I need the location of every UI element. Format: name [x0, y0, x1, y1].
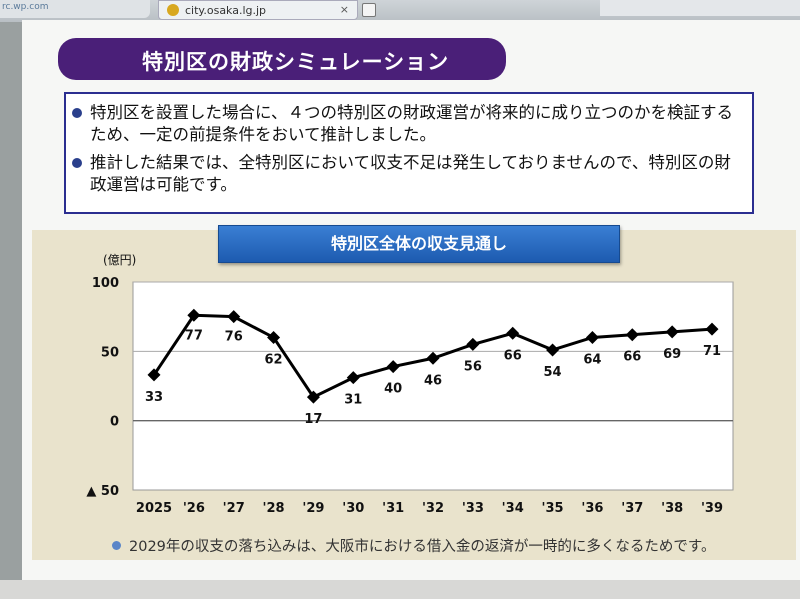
data-point	[466, 337, 480, 351]
x-tick-label: '35	[542, 501, 564, 516]
y-tick-label: 100	[92, 276, 119, 291]
browser-tab-active[interactable]: city.osaka.lg.jp ×	[158, 0, 358, 20]
data-label: 56	[464, 359, 482, 374]
footnote-text: 2029年の収支の落ち込みは、大阪市における借入金の返済が一時的に多くなるためで…	[129, 539, 716, 555]
site-favicon-icon	[167, 4, 179, 16]
data-point	[306, 390, 320, 404]
x-tick-label: '38	[661, 501, 683, 516]
x-tick-label: 2025	[136, 501, 172, 516]
browser-tab-left[interactable]: rc.wp.com	[0, 0, 150, 18]
bullet-dot-icon	[72, 108, 82, 118]
data-label: 31	[344, 393, 362, 408]
bullet-2-text: 推計した結果では、全特別区において収支不足は発生しておりませんので、特別区の財政…	[90, 153, 731, 194]
data-point	[267, 330, 281, 344]
monitor-bezel	[0, 580, 800, 599]
data-point	[187, 308, 201, 322]
data-point	[147, 368, 161, 382]
y-tick-label: 50	[101, 345, 119, 360]
data-label: 76	[225, 330, 243, 345]
bullet-2: 推計した結果では、全特別区において収支不足は発生しておりませんので、特別区の財政…	[72, 152, 740, 196]
bullet-box: 特別区を設置した場合に、４つの特別区の財政運営が将来的に成り立つのかを検証するた…	[64, 92, 754, 214]
y-tick-label: ▲ 50	[86, 484, 119, 499]
chart-title: 特別区全体の収支見通し	[330, 234, 507, 253]
browser-tab-right[interactable]	[600, 0, 800, 16]
x-tick-label: '33	[462, 501, 484, 516]
x-tick-label: '36	[581, 501, 603, 516]
footnote-dot-icon	[112, 541, 121, 550]
slide-title-bar: 特別区の財政シミュレーション	[58, 38, 506, 80]
data-point	[346, 371, 360, 385]
new-tab-icon[interactable]	[362, 3, 376, 17]
data-point	[705, 322, 719, 336]
slide-title: 特別区の財政シミュレーション	[142, 50, 450, 74]
data-label: 64	[583, 352, 601, 367]
data-point	[546, 343, 560, 357]
browser-tab-strip: rc.wp.com city.osaka.lg.jp ×	[0, 0, 800, 22]
bullet-1-text: 特別区を設置した場合に、４つの特別区の財政運営が将来的に成り立つのかを検証するた…	[90, 103, 734, 144]
data-point	[625, 328, 639, 342]
data-label: 17	[304, 412, 322, 427]
data-point	[426, 351, 440, 365]
data-point	[386, 360, 400, 374]
bullet-1: 特別区を設置した場合に、４つの特別区の財政運営が将来的に成り立つのかを検証するた…	[72, 102, 740, 146]
data-label: 69	[663, 347, 681, 362]
chart-title-box: 特別区全体の収支見通し	[218, 225, 620, 263]
x-tick-label: '34	[502, 501, 524, 516]
balance-line-chart: 100 50 0 ▲ 50 (億円) 2025 '26 '27 '28 '29 '30 '31 '32 '…	[86, 253, 734, 516]
data-label: 33	[145, 390, 163, 405]
y-tick-label: 0	[110, 415, 119, 430]
x-tick-label: '27	[223, 501, 245, 516]
x-tick-label: '32	[422, 501, 444, 516]
data-point	[585, 330, 599, 344]
data-label: 77	[185, 328, 203, 343]
x-tick-label: '37	[621, 501, 643, 516]
left-tab-text: rc.wp.com	[2, 2, 49, 12]
x-tick-label: '31	[382, 501, 404, 516]
data-point	[665, 325, 679, 339]
x-tick-label: '29	[302, 501, 324, 516]
footnote: 2029年の収支の落ち込みは、大阪市における借入金の返済が一時的に多くなるためで…	[112, 535, 715, 556]
data-label: 66	[623, 350, 641, 365]
x-tick-label: '30	[342, 501, 364, 516]
x-tick-label: '39	[701, 501, 723, 516]
x-tick-label: '28	[263, 501, 285, 516]
data-label: 46	[424, 373, 442, 388]
data-point	[227, 310, 241, 324]
slide: 特別区の財政シミュレーション 特別区を設置した場合に、４つの特別区の財政運営が将…	[22, 20, 800, 598]
x-tick-label: '26	[183, 501, 205, 516]
data-label: 71	[703, 344, 721, 359]
data-label: 54	[544, 365, 562, 380]
y-axis-label: (億円)	[103, 253, 136, 267]
data-label: 66	[504, 348, 522, 363]
close-tab-icon[interactable]: ×	[339, 3, 349, 16]
data-point	[506, 326, 520, 340]
bullet-dot-icon	[72, 158, 82, 168]
data-label: 62	[265, 352, 283, 367]
tab-url: city.osaka.lg.jp	[185, 4, 267, 17]
data-label: 40	[384, 382, 402, 397]
